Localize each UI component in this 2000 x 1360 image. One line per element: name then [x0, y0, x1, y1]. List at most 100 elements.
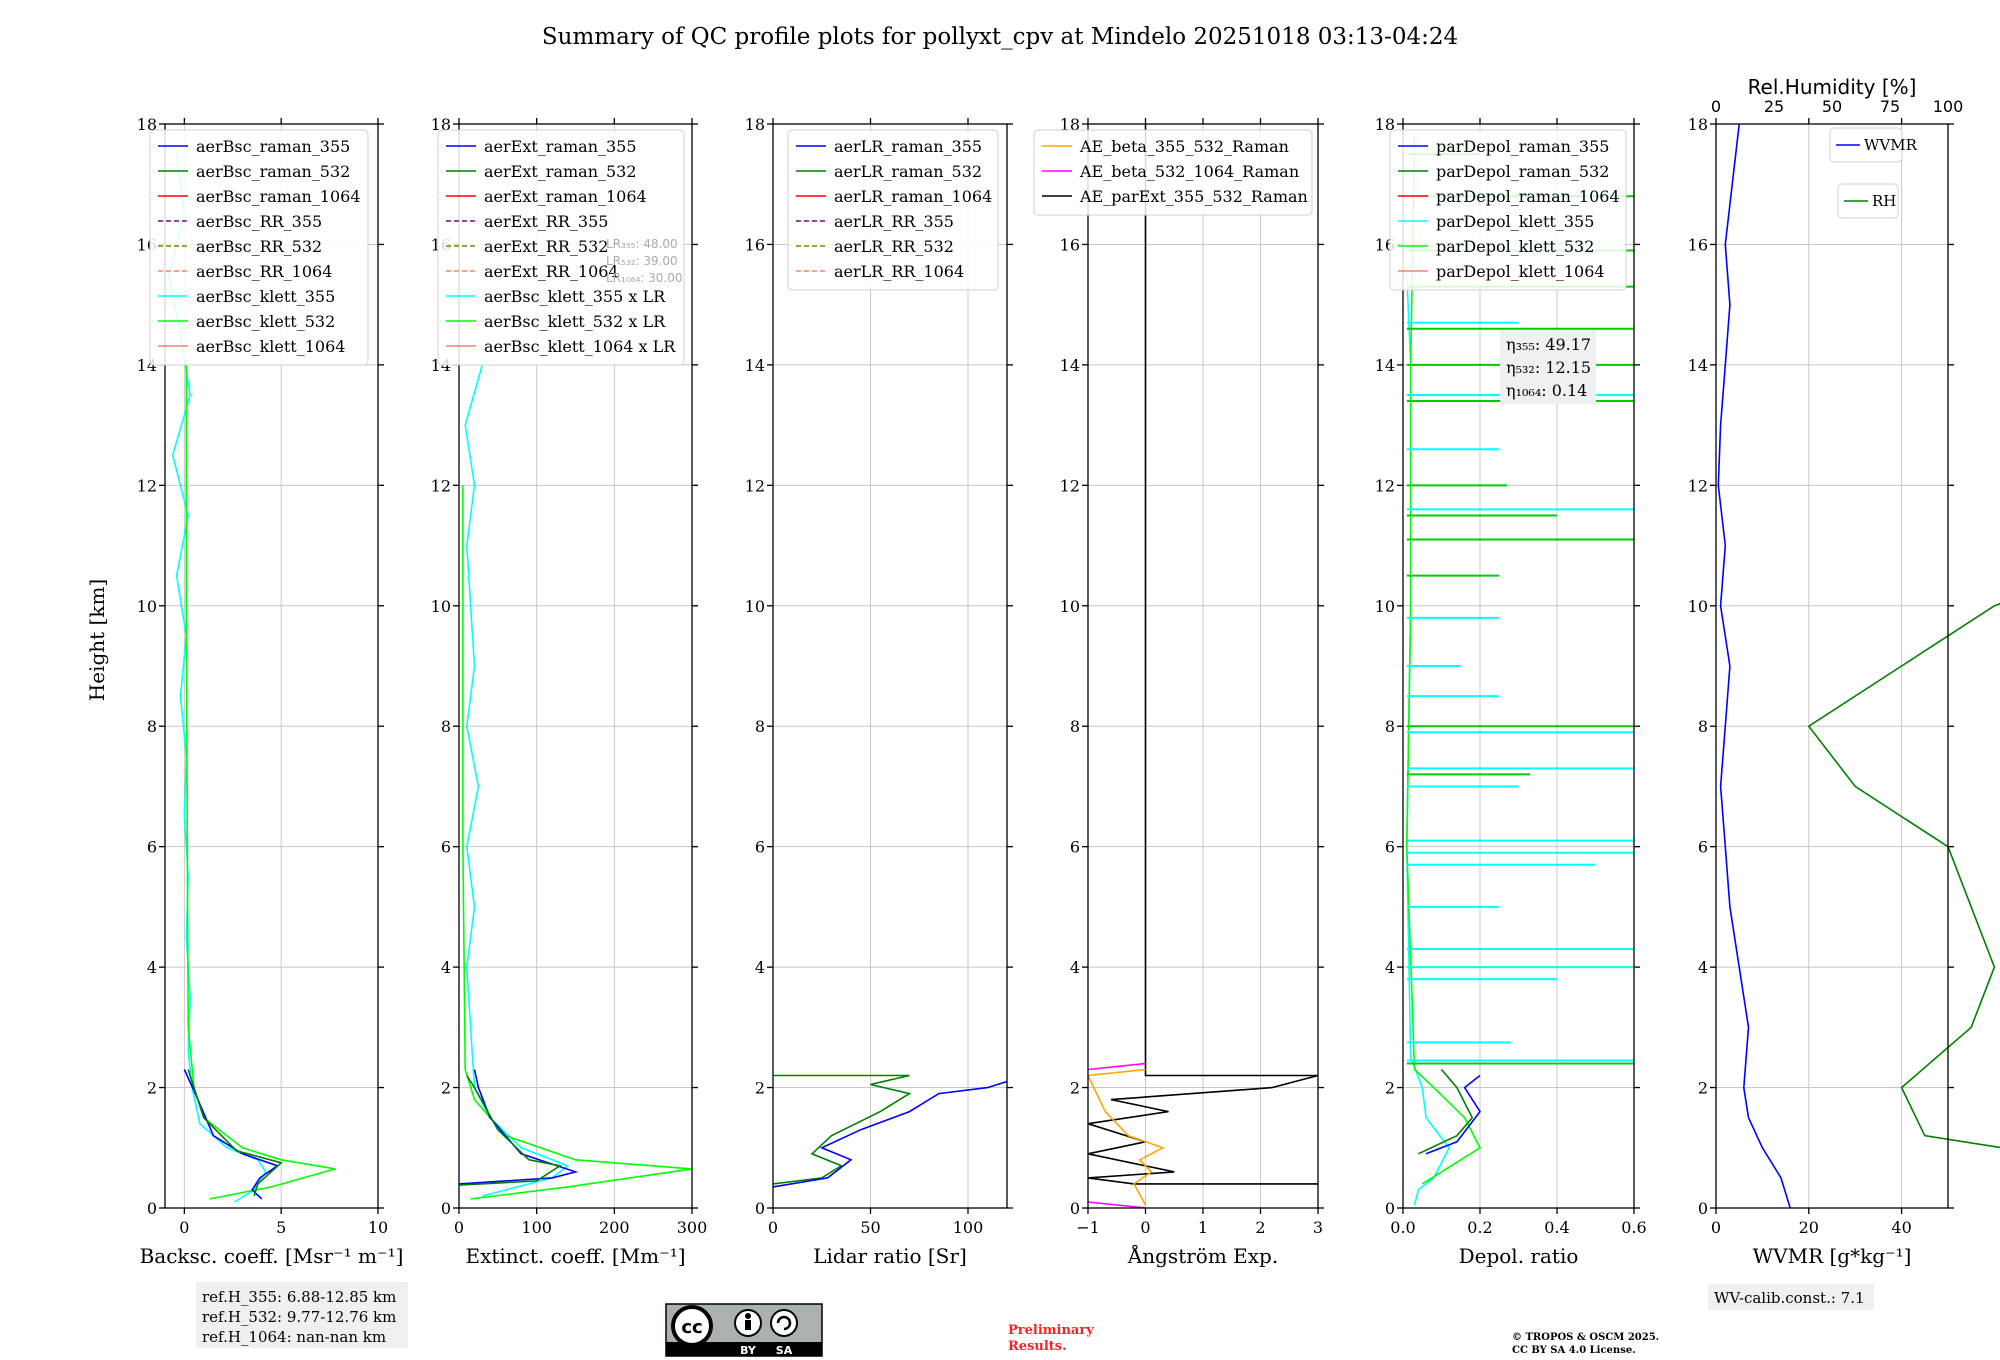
y-tick-label: 18 [137, 115, 157, 134]
y-tick-label: 16 [1688, 235, 1708, 254]
y-tick-label: 14 [1375, 356, 1395, 375]
x-tick-label: 5 [276, 1218, 286, 1237]
y-tick-label: 4 [1698, 958, 1708, 977]
axes-frame [1715, 123, 1949, 1209]
x-tick-label: 100 [521, 1218, 552, 1237]
y-tick-label: 10 [1688, 597, 1708, 616]
legend-bsc: aerBsc_raman_355 aerBsc_raman_532 aerBsc_r… [149, 129, 369, 366]
x-tick-label: 0 [768, 1218, 778, 1237]
legend-label: aerBsc_raman_1064 [196, 187, 361, 206]
eta-box [1500, 330, 1596, 404]
legend-label: aerExt_raman_532 [484, 162, 637, 181]
y-tick-label: 0 [441, 1199, 451, 1218]
y-tick-label: 4 [441, 958, 451, 977]
x-tick-label: 40 [1891, 1218, 1911, 1237]
wv-calib-const: WV-calib.const.: 7.1 [1714, 1289, 1865, 1307]
legend-label: aerExt_raman_355 [484, 137, 637, 156]
y-tick-label: 8 [1070, 717, 1080, 736]
legend-label: aerLR_raman_532 [834, 162, 982, 181]
legend-label: AE_beta_532_1064_Raman [1079, 162, 1299, 181]
y-tick-label: 6 [147, 838, 157, 857]
legend-label: aerBsc_klett_1064 [196, 337, 345, 356]
series-aerLR_raman_532 [772, 1074, 912, 1185]
x-tick-label: 1 [1198, 1218, 1208, 1237]
legend-label: aerBsc_klett_532 [196, 312, 335, 331]
x-tick-label: 0 [179, 1218, 189, 1237]
y-tick-label: 2 [441, 1079, 451, 1098]
x2-tick-label: 0 [1711, 97, 1721, 116]
y-tick-label: 14 [745, 356, 765, 375]
legend-label: aerBsc_raman_532 [196, 162, 350, 181]
y-tick-label: 8 [147, 717, 157, 736]
x2-tick-label: 50 [1822, 97, 1842, 116]
preliminary-line1: Preliminary [1008, 1323, 1094, 1338]
eta-value-0: η₃₅₅: 49.17 [1506, 335, 1591, 354]
legend-box [787, 129, 999, 291]
figure-title: Summary of QC profile plots for pollyxt_… [542, 24, 1458, 50]
x-tick-label: 0 [1711, 1218, 1721, 1237]
y-tick-label: 0 [1698, 1199, 1708, 1218]
y-tick-label: 12 [1688, 476, 1708, 495]
series-AE_beta_532_1064_Raman [1087, 1201, 1146, 1209]
ref-heights-box [196, 1282, 408, 1348]
y-tick-label: 18 [1688, 115, 1708, 134]
sa-label: SA [776, 1344, 793, 1357]
y-tick-label: 10 [745, 597, 765, 616]
legend-label: aerExt_RR_1064 [484, 262, 619, 281]
series-aerLR_raman_355 [772, 1080, 1008, 1188]
legend-label: parDepol_raman_532 [1436, 162, 1609, 181]
axes-frame [458, 123, 693, 1209]
y-tick-label: 8 [1698, 717, 1708, 736]
x-tick-label: 100 [953, 1218, 984, 1237]
series-aerBsc_raman_532 [187, 1069, 283, 1197]
legend-label: aerLR_raman_355 [834, 137, 982, 156]
y-tick-label: 6 [1385, 838, 1395, 857]
y-tick-label: 12 [431, 476, 451, 495]
x-tick-label: 3 [1313, 1218, 1323, 1237]
panel-lr: 0 2 4 6 8 10 12 14 16 18 0 50 100 Lidar ratio [Sr] aer… [745, 115, 1013, 1268]
y-tick-label: 18 [745, 115, 765, 134]
axes-frame [164, 123, 379, 1209]
x-tick-label: 300 [677, 1218, 708, 1237]
y-tick-label: 8 [1385, 717, 1395, 736]
y-tick-label: 6 [441, 838, 451, 857]
legend-label: aerExt_raman_1064 [484, 187, 647, 206]
y-tick-label: 4 [1070, 958, 1080, 977]
y-tick-label: 10 [1375, 597, 1395, 616]
x-tick-label: 0 [454, 1218, 464, 1237]
y-tick-label: 12 [1060, 476, 1080, 495]
legend-label: AE_beta_355_532_Raman [1079, 137, 1289, 156]
series-aerExt_raman_532 [458, 1075, 563, 1186]
legend-label: AE_parExt_355_532_Raman [1079, 187, 1308, 206]
x-tick-label: 50 [860, 1218, 880, 1237]
x-tick-label: 10 [368, 1218, 388, 1237]
sa-sharealike-icon [770, 1309, 798, 1337]
y-tick-label: 10 [137, 597, 157, 616]
legend-box [1389, 129, 1627, 291]
ref-height-355: ref.H_355: 6.88-12.85 km [202, 1288, 396, 1306]
legend-label: parDepol_raman_355 [1436, 137, 1609, 156]
x-axis-label-lr: Lidar ratio [Sr] [813, 1244, 967, 1268]
legend-label: WVMR [1864, 136, 1918, 154]
x-tick-label: 0 [1140, 1218, 1150, 1237]
legend-label: aerLR_raman_1064 [834, 187, 992, 206]
by-label: BY [740, 1344, 757, 1357]
y-tick-label: 0 [1385, 1199, 1395, 1218]
legend-label: aerLR_RR_355 [834, 212, 954, 231]
y-tick-label: 2 [1070, 1079, 1080, 1098]
y-tick-label: 18 [431, 115, 451, 134]
copyright-line1: © TROPOS & OSCM 2025. [1512, 1332, 1659, 1343]
legend-ext: aerExt_raman_355 aerExt_raman_532 aerExt_r… [437, 129, 685, 366]
legend-label: aerBsc_RR_1064 [196, 262, 332, 281]
y-tick-label: 12 [137, 476, 157, 495]
x-tick-label: 0.4 [1544, 1218, 1569, 1237]
series-WVMR [1717, 123, 1791, 1209]
y-tick-label: 2 [755, 1079, 765, 1098]
lr-note-1: LR₅₃₂: 39.00 [606, 254, 678, 268]
y-tick-label: 18 [1060, 115, 1080, 134]
x-tick-label: 2 [1255, 1218, 1265, 1237]
wv-calib-box [1708, 1284, 1874, 1310]
